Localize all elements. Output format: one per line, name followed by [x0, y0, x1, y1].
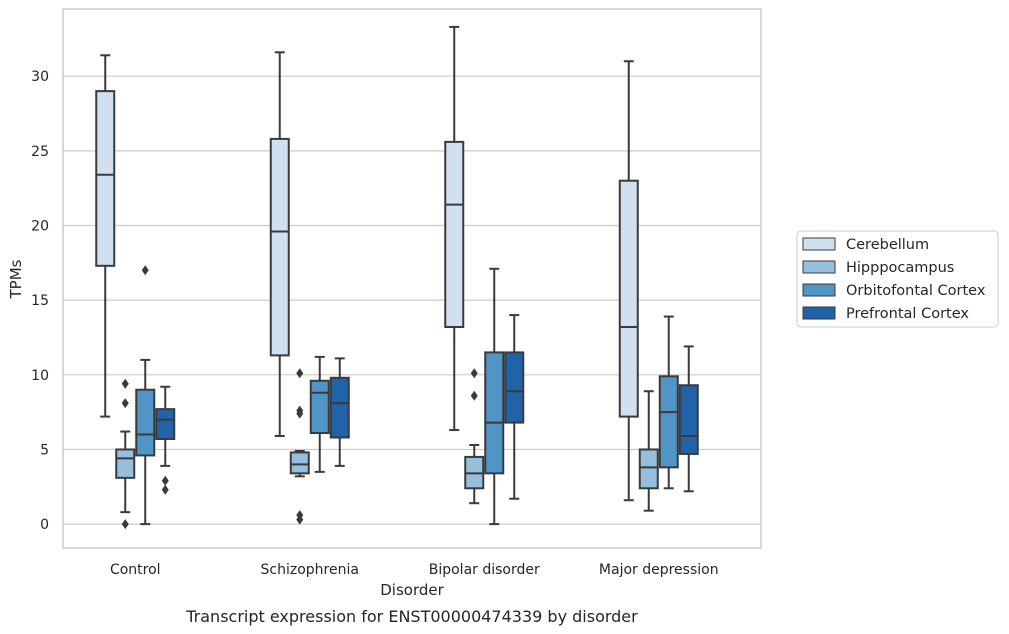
x-tick-label: Control	[110, 562, 161, 578]
outlier-point	[121, 519, 129, 530]
x-axis-label: Disorder	[380, 581, 444, 599]
legend-swatch	[802, 237, 836, 251]
iqr-box	[678, 384, 699, 455]
box-prefrontal-cortex	[329, 357, 350, 467]
iqr-box	[658, 375, 679, 469]
gridlines	[63, 75, 761, 525]
iqr-box	[618, 179, 639, 418]
iqr-box	[329, 376, 350, 439]
legend-frame	[796, 230, 999, 328]
iqr-box	[135, 388, 156, 457]
iqr-box	[155, 408, 176, 441]
legend-label: Prefrontal Cortex	[846, 306, 969, 322]
iqr-box	[269, 137, 290, 357]
legend-label: Cerebellum	[846, 237, 929, 253]
outlier-point	[296, 405, 304, 416]
box-prefrontal-cortex	[678, 345, 699, 493]
iqr-box	[309, 379, 330, 435]
y-axis-label: TPMs	[7, 259, 25, 299]
y-tick-label: 15	[31, 293, 49, 309]
outlier-point	[141, 265, 149, 276]
legend-label: Orbitofontal Cortex	[846, 283, 986, 299]
box-orbitofontal-cortex	[658, 315, 679, 490]
outlier-point	[296, 368, 304, 379]
iqr-box	[289, 451, 310, 475]
box-prefrontal-cortex	[155, 385, 176, 495]
axis-ticks: 0 5 10 15 20 25 30 Control Schizophrenia Bipolar …	[31, 69, 718, 578]
plot-frame	[62, 8, 762, 549]
iqr-box	[638, 448, 659, 490]
y-tick-label: 25	[31, 144, 49, 160]
box-hipppocampus	[115, 378, 136, 530]
box-orbitofontal-cortex	[135, 265, 156, 526]
legend-swatch	[802, 283, 836, 297]
box-orbitofontal-cortex	[484, 267, 505, 526]
outlier-point	[121, 398, 129, 409]
box-cerebellum	[269, 51, 290, 438]
legend-swatch	[802, 306, 836, 320]
box-hipppocampus	[464, 368, 485, 505]
outlier-point	[121, 378, 129, 389]
y-tick-label: 30	[31, 69, 49, 85]
legend-label: Hipppocampus	[846, 260, 954, 276]
box-prefrontal-cortex	[504, 314, 525, 500]
y-tick-label: 5	[40, 442, 49, 458]
iqr-box	[95, 90, 116, 267]
box-orbitofontal-cortex	[309, 355, 330, 473]
box-cerebellum	[618, 60, 639, 502]
box-hipppocampus	[638, 390, 659, 512]
legend: Cerebellum Hipppocampus Orbitofontal Corte…	[796, 230, 999, 328]
boxes	[95, 25, 699, 530]
iqr-box	[484, 351, 505, 475]
outlier-point	[296, 510, 304, 521]
outlier-point	[470, 390, 478, 401]
legend-swatch	[802, 260, 836, 274]
outlier-point	[470, 368, 478, 379]
x-tick-label: Schizophrenia	[261, 562, 359, 578]
y-tick-label: 20	[31, 218, 49, 234]
box-cerebellum	[444, 25, 465, 432]
iqr-box	[444, 140, 465, 329]
iqr-box	[504, 351, 525, 424]
y-tick-label: 0	[40, 517, 49, 533]
chart-caption: Transcript expression for ENST0000047433…	[185, 607, 638, 626]
x-tick-label: Bipolar disorder	[429, 562, 540, 578]
outlier-point	[161, 484, 169, 495]
x-tick-label: Major depression	[599, 562, 719, 578]
box-cerebellum	[95, 54, 116, 418]
box-hipppocampus	[289, 368, 310, 525]
outlier-point	[161, 475, 169, 486]
y-tick-label: 10	[31, 368, 49, 384]
iqr-box	[115, 448, 136, 479]
